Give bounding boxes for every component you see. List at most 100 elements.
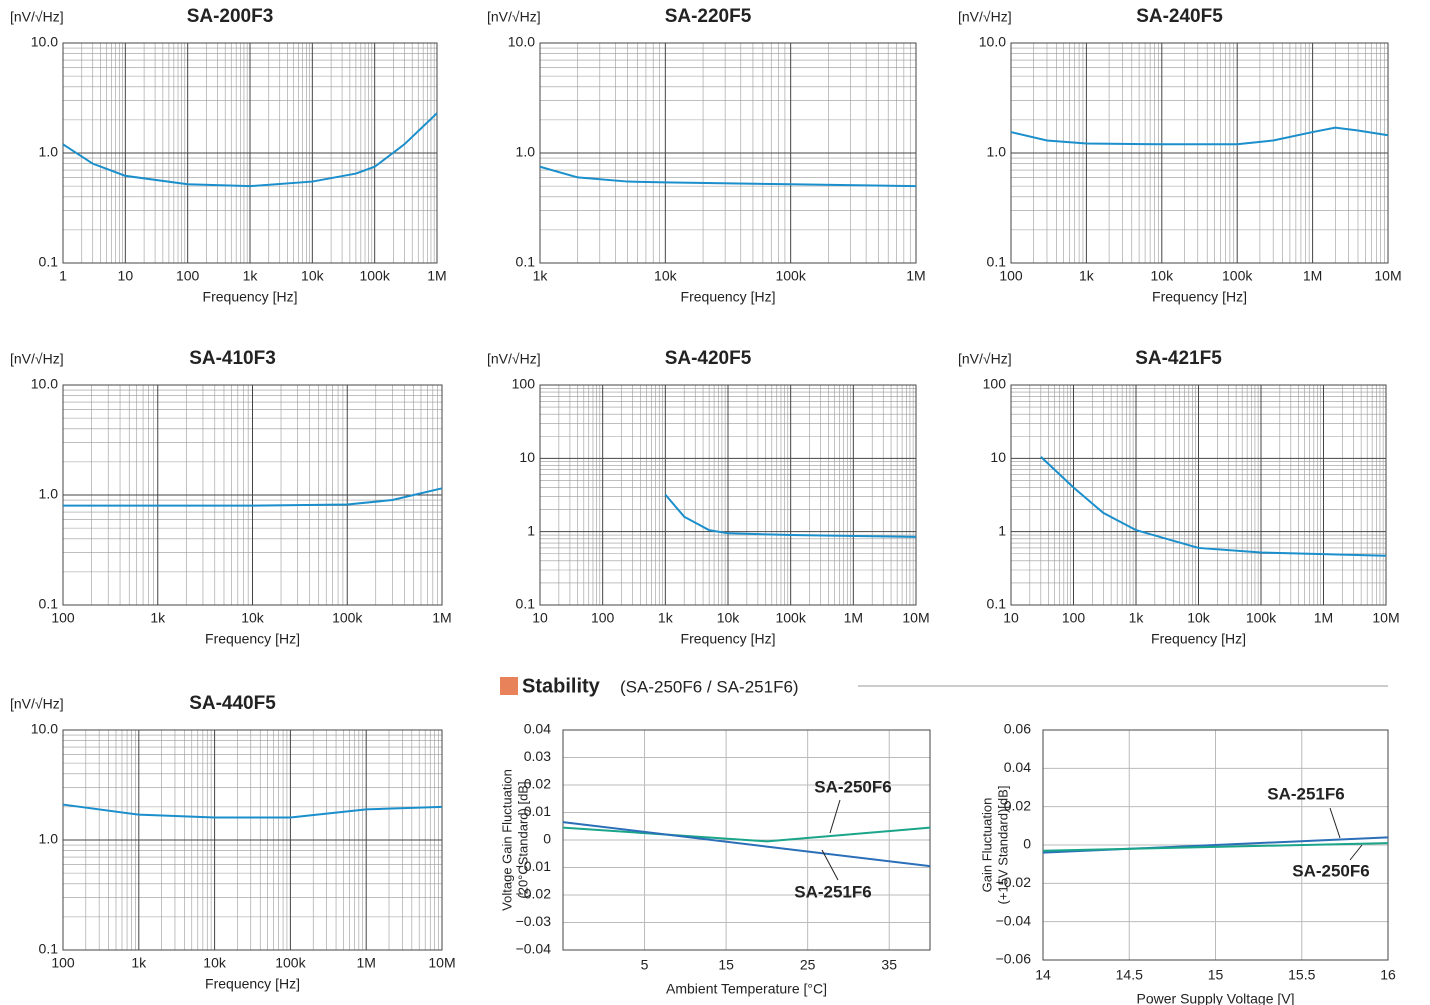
- y-tick-label: 0.1: [516, 596, 536, 612]
- x-tick-label: 100: [51, 610, 75, 626]
- chart-title: SA-420F5: [665, 348, 752, 369]
- y-tick-label: 0.1: [39, 596, 59, 612]
- series-label: SA-251F6: [794, 882, 871, 901]
- plot-frame: [562, 729, 931, 951]
- y-tick-label: 0.03: [524, 748, 551, 764]
- y-unit: [nV/√Hz]: [10, 351, 64, 367]
- y-tick-label: −0.01: [516, 858, 552, 874]
- y-tick-label: −0.06: [996, 951, 1032, 967]
- x-tick-label: 100k: [332, 610, 363, 626]
- x-axis-label: Frequency [Hz]: [205, 631, 300, 647]
- x-axis-label: Frequency [Hz]: [681, 289, 776, 305]
- x-tick-label: 10k: [241, 610, 265, 626]
- section-subtitle: (SA-250F6 / SA-251F6): [620, 677, 799, 696]
- series-line: [1042, 842, 1389, 852]
- plot-frame: [1042, 729, 1389, 961]
- y-axis-label: (+15V Standard)[dB]: [995, 786, 1010, 905]
- plot-frame: [62, 384, 443, 606]
- x-tick-label: 10k: [203, 955, 227, 971]
- x-tick-label: 1M: [356, 955, 375, 971]
- y-axis-label: Voltage Gain Fluctuation: [499, 769, 514, 911]
- y-tick-label: 10: [990, 449, 1006, 465]
- x-tick-label: 100k: [1246, 610, 1277, 626]
- x-tick-label: 1k: [533, 268, 549, 284]
- x-tick-label: 100: [176, 268, 200, 284]
- y-tick-label: 1: [998, 522, 1006, 538]
- x-tick-label: 100: [999, 268, 1023, 284]
- x-tick-label: 1k: [658, 610, 674, 626]
- x-tick-label: 10M: [428, 955, 455, 971]
- chart-title: SA-240F5: [1136, 6, 1223, 27]
- y-unit: [nV/√Hz]: [10, 696, 64, 712]
- x-axis-label: Frequency [Hz]: [205, 976, 300, 992]
- series-line: [1040, 456, 1387, 557]
- x-tick-label: 1k: [1079, 268, 1095, 284]
- y-tick-label: 0.1: [516, 254, 536, 270]
- y-tick-label: 1.0: [39, 144, 59, 160]
- x-tick-label: 1M: [432, 610, 451, 626]
- plot-frame: [539, 42, 917, 264]
- series-line: [562, 826, 931, 843]
- y-tick-label: 1.0: [39, 486, 59, 502]
- series-label: SA-250F6: [814, 777, 891, 796]
- x-tick-label: 15: [1208, 967, 1224, 983]
- plot-frame: [62, 729, 443, 951]
- series-line: [63, 487, 443, 507]
- label-leader: [1329, 807, 1341, 839]
- series-label: SA-251F6: [1267, 784, 1344, 803]
- series-line: [1010, 126, 1389, 146]
- y-tick-label: 0.1: [987, 254, 1007, 270]
- x-tick-label: 10: [1003, 610, 1019, 626]
- x-tick-label: 14.5: [1116, 967, 1143, 983]
- x-tick-label: 1k: [131, 955, 147, 971]
- x-tick-label: 1k: [243, 268, 259, 284]
- y-tick-label: 10: [519, 449, 535, 465]
- x-tick-label: 10k: [1151, 268, 1175, 284]
- series-line: [664, 493, 917, 538]
- label-leader: [1349, 844, 1363, 861]
- x-tick-label: 1M: [1303, 268, 1322, 284]
- y-tick-label: 10.0: [508, 34, 535, 50]
- section-marker: [500, 677, 518, 695]
- x-tick-label: 10k: [1187, 610, 1211, 626]
- x-tick-label: 1M: [906, 268, 925, 284]
- y-tick-label: 100: [983, 376, 1007, 392]
- x-axis-label: Ambient Temperature [°C]: [666, 981, 827, 997]
- y-axis-label: (20°CStandard) [dB]: [515, 781, 530, 898]
- x-tick-label: 15.5: [1288, 967, 1315, 983]
- y-tick-label: −0.02: [516, 886, 552, 902]
- x-tick-label: 100k: [775, 268, 806, 284]
- y-tick-label: −0.02: [996, 874, 1032, 890]
- x-tick-label: 1M: [427, 268, 446, 284]
- x-tick-label: 1k: [150, 610, 166, 626]
- x-tick-label: 1k: [1129, 610, 1145, 626]
- x-axis-label: Frequency [Hz]: [681, 631, 776, 647]
- y-tick-label: −0.04: [996, 912, 1032, 928]
- y-tick-label: 1.0: [39, 831, 59, 847]
- x-tick-label: 35: [881, 957, 897, 973]
- x-tick-label: 15: [718, 957, 734, 973]
- x-tick-label: 10M: [902, 610, 929, 626]
- x-tick-label: 1M: [1314, 610, 1333, 626]
- y-tick-label: 10.0: [31, 376, 58, 392]
- label-leader: [829, 799, 841, 834]
- plot-frame: [1010, 42, 1389, 264]
- y-unit: [nV/√Hz]: [958, 9, 1012, 25]
- y-tick-label: 10.0: [979, 34, 1006, 50]
- x-tick-label: 100: [1062, 610, 1086, 626]
- y-tick-label: 0.04: [524, 721, 551, 737]
- series-line: [562, 821, 931, 868]
- y-tick-label: 0.1: [39, 941, 59, 957]
- x-tick-label: 10M: [1372, 610, 1399, 626]
- y-tick-label: 0: [543, 831, 551, 847]
- y-tick-label: 0.1: [987, 596, 1007, 612]
- chart-title: SA-200F3: [187, 6, 274, 27]
- y-axis-label: Gain Fluctuation: [979, 798, 994, 893]
- plot-frame: [1010, 384, 1387, 606]
- x-tick-label: 25: [800, 957, 816, 973]
- y-tick-label: 0.1: [39, 254, 59, 270]
- plot-frame: [62, 42, 438, 264]
- series-label: SA-250F6: [1292, 861, 1369, 880]
- chart-title: SA-421F5: [1135, 348, 1222, 369]
